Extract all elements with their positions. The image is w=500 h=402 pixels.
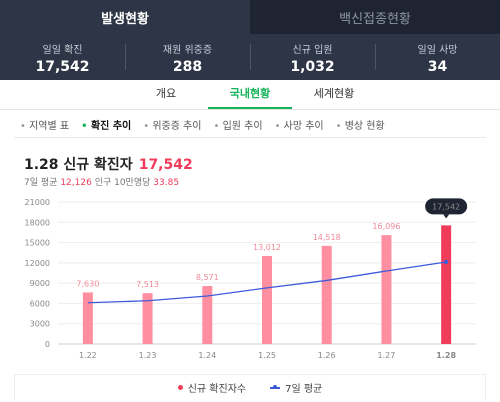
filter-death-trend[interactable]: 사망 추이	[275, 117, 324, 132]
y-tick-label: 6000	[30, 299, 50, 308]
bar[interactable]	[142, 293, 153, 344]
summary-stats: 일일 확진 17,542 재원 위중증 288 신규 입원 1,032 일일 사…	[0, 34, 500, 80]
legend-label: 신규 확진자수	[187, 384, 247, 395]
legend-line-icon	[270, 384, 281, 389]
y-tick-label: 9000	[30, 279, 50, 288]
filter-critical-trend[interactable]: 위중증 추이	[143, 117, 201, 132]
tab-vaccination-status[interactable]: 백신접종현황	[250, 0, 500, 34]
stat-value: 17,542	[35, 59, 90, 75]
stat-value: 288	[172, 59, 203, 75]
x-tick-label: 1.27	[378, 351, 396, 360]
headline-date-text: 1.28 신규 확진자	[24, 157, 133, 173]
data-label: 13,012	[253, 243, 281, 252]
top-tab-bar: 발생현황 백신접종현황	[0, 0, 500, 34]
stat-new-admissions: 신규 입원 1,032	[250, 34, 375, 80]
bar[interactable]	[441, 225, 452, 344]
data-label: 16,096	[372, 222, 400, 231]
legend-item-line[interactable]: 7일 평균	[270, 380, 322, 395]
filter-regional-table[interactable]: 지역별 표	[20, 117, 69, 132]
chart-headline: 1.28 신규 확진자 17,542	[24, 154, 193, 174]
headline-count: 17,542	[138, 157, 193, 173]
y-tick-label: 21000	[25, 198, 50, 207]
filter-bed-status[interactable]: 병상 현황	[336, 117, 385, 132]
highlight-callout	[425, 198, 468, 215]
data-label: 8,571	[196, 273, 219, 282]
callout-pointer	[443, 214, 450, 219]
tab-world[interactable]: 세계현황	[313, 87, 355, 100]
y-tick-label: 12000	[25, 259, 50, 268]
bar[interactable]	[262, 256, 272, 344]
bar[interactable]	[321, 245, 332, 344]
y-tick-label: 15000	[25, 239, 50, 248]
x-tick-label: 1.22	[79, 351, 97, 360]
chart-filter-list: 지역별 표 확진 추이 위중증 추이 입원 추이 사망 추이 병상 현황	[20, 117, 385, 132]
avg-label: 7일 평균	[24, 178, 58, 188]
stat-label: 일일 사망	[417, 45, 458, 56]
tab-domestic[interactable]: 국내현황	[208, 80, 292, 109]
bar[interactable]	[82, 292, 93, 344]
sub-tab-bar: 개요 국내현황 세계현황	[0, 80, 500, 110]
y-tick-label: 3000	[30, 320, 50, 329]
stat-daily-confirmed: 일일 확진 17,542	[0, 34, 125, 80]
stat-label: 일일 확진	[42, 45, 83, 56]
x-tick-label: 1.23	[139, 351, 157, 360]
data-label: 14,518	[313, 233, 341, 242]
filter-admission-trend[interactable]: 입원 추이	[214, 117, 263, 132]
stat-label: 재원 위중증	[162, 45, 213, 56]
chart-subline: 7일 평균 12,126 인구 10만명당 33.85	[24, 175, 179, 188]
avg-line	[87, 261, 447, 304]
x-tick-label: 1.28	[436, 351, 456, 360]
bar[interactable]	[202, 286, 213, 344]
stat-daily-deaths: 일일 사망 34	[375, 34, 500, 80]
avg-point[interactable]	[443, 259, 449, 265]
data-label: 7,630	[76, 279, 99, 288]
filter-confirmed-trend[interactable]: 확진 추이	[81, 117, 131, 132]
x-tick-label: 1.25	[258, 351, 276, 360]
stat-label: 신규 입원	[292, 45, 333, 56]
stat-critical: 재원 위중증 288	[125, 34, 250, 80]
confirmed-cases-chart: 0 3000 6000 9000 12000 15000 18000 21000 1.22 7,…	[25, 198, 476, 360]
bar[interactable]	[381, 235, 392, 344]
tab-occurrence-status[interactable]: 발생현황	[0, 0, 250, 34]
data-label: 17,542	[432, 202, 460, 211]
legend-item-bars[interactable]: 신규 확진자수	[177, 380, 247, 395]
x-tick-label: 1.24	[198, 351, 216, 360]
stat-value: 1,032	[290, 59, 335, 75]
legend-dot-icon	[177, 385, 183, 390]
legend-label: 7일 평균	[285, 384, 323, 395]
avg-value: 12,126	[60, 178, 92, 188]
chart-legend: 신규 확진자수 7일 평균	[14, 374, 486, 400]
per-capita-value: 33.85	[153, 178, 180, 188]
y-tick-label: 0	[45, 340, 50, 349]
chart-panel: 1.28 신규 확진자 17,542 7일 평균 12,126 인구 10만명당 …	[14, 137, 486, 400]
per-capita-label: 인구 10만명당	[94, 178, 151, 188]
stat-value: 34	[427, 59, 448, 75]
data-label: 7,513	[136, 280, 159, 289]
x-tick-label: 1.26	[318, 351, 336, 360]
y-tick-label: 18000	[25, 218, 50, 227]
tab-overview[interactable]: 개요	[155, 87, 177, 100]
